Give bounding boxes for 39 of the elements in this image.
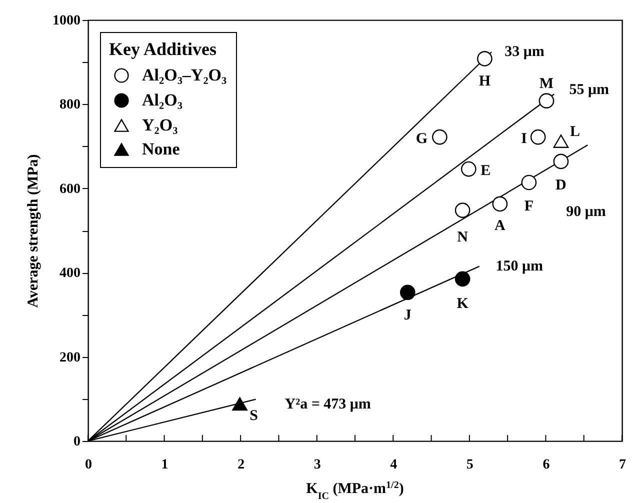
annotation: L: [570, 124, 580, 140]
legend-label: Al₂O₃: [142, 90, 182, 110]
annotation: K: [456, 296, 469, 312]
annotation: E: [480, 163, 491, 180]
y-axis-title: Average strength (MPa): [26, 154, 42, 308]
x-tick-label: 5: [466, 458, 474, 472]
annotation: F: [524, 198, 534, 215]
y-tick-label: 200: [60, 350, 80, 366]
annotation: D: [556, 177, 567, 194]
annotation: 150 μm: [496, 258, 544, 274]
annotation: S: [250, 408, 258, 424]
annotation: M: [539, 76, 554, 92]
x-axis-title: K$_{IC}$ (MPa·m$^{1/2}$): [306, 480, 404, 502]
x-tick-label: 6: [542, 458, 550, 472]
x-tick-label: 0: [85, 458, 92, 472]
y-tick-label: 400: [60, 266, 80, 282]
legend-label: Al₂O₃–Y₂O₃: [142, 66, 227, 84]
annotation: H: [478, 74, 491, 90]
y-tick-label: 0: [74, 434, 80, 450]
x-tick-label: 2: [238, 458, 245, 472]
legend-label: Y₂O₃: [142, 116, 178, 134]
annotation: I: [521, 131, 528, 148]
legend-title: Key Additives: [109, 39, 217, 59]
annotation: Y²a = 473 μm: [284, 396, 372, 412]
y-tick-label: 800: [60, 98, 80, 113]
x-tick-label: 1: [161, 458, 168, 472]
annotation: A: [494, 218, 506, 234]
annotation: 90 μm: [566, 204, 606, 220]
annotation: 33 μm: [504, 44, 545, 60]
annotation: 55 μm: [569, 82, 610, 98]
annotation: N: [457, 229, 468, 246]
x-tick-label: 3: [314, 458, 321, 472]
y-tick-label: 600: [60, 182, 80, 197]
y-tick-label: 1000: [52, 14, 80, 28]
annotation: J: [404, 307, 412, 324]
x-tick-label: 7: [619, 458, 626, 472]
annotation: G: [416, 131, 428, 148]
legend-label: None: [142, 140, 180, 158]
x-tick-label: 4: [390, 458, 398, 472]
